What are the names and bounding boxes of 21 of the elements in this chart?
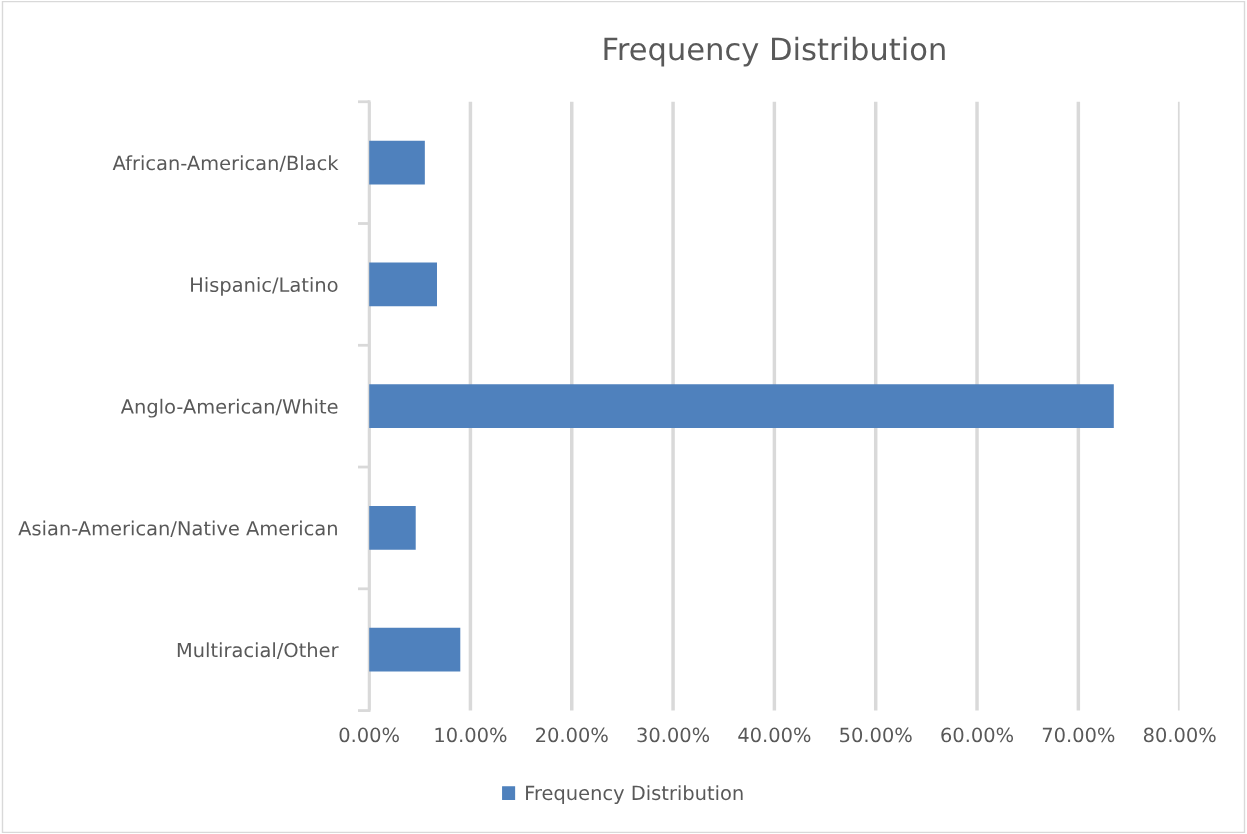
bar — [369, 506, 416, 550]
y-tick-label: African-American/Black — [112, 155, 339, 172]
bar — [369, 384, 1114, 429]
x-tick-label: 0.00% — [339, 727, 399, 743]
x-tick-label: 50.00% — [840, 727, 912, 743]
x-tick-label: 40.00% — [738, 727, 811, 743]
bar — [369, 262, 437, 307]
y-tick-label: Asian-American/Native American — [18, 520, 337, 538]
x-tick-label: 60.00% — [941, 727, 1014, 743]
y-tick-label: Multiracial/Other — [177, 642, 339, 659]
x-tick-label: 70.00% — [1042, 727, 1115, 743]
x-tick-label: 20.00% — [536, 727, 608, 743]
bar — [369, 140, 425, 185]
chart-title: Frequency Distribution — [604, 36, 945, 67]
bar — [369, 627, 461, 672]
x-tick-label: 80.00% — [1143, 727, 1216, 743]
x-tick-label: 30.00% — [637, 727, 710, 743]
x-tick-label: 10.00% — [435, 727, 507, 743]
y-tick-label: Hispanic/Latino — [191, 277, 338, 296]
legend-label: Frequency Distribution — [526, 785, 743, 804]
y-tick-label: Anglo-American/White — [120, 398, 338, 418]
